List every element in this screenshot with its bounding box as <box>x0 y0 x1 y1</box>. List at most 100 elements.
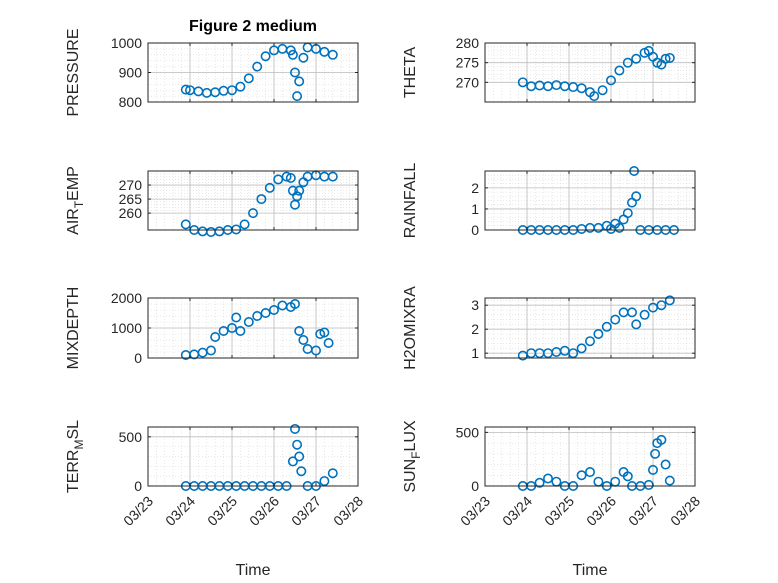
x-tick-label: 03/27 <box>625 493 661 529</box>
y-tick-label: 1000 <box>111 320 142 336</box>
data-point <box>610 314 621 325</box>
y-tick-label: 2 <box>471 180 479 196</box>
data-point <box>639 309 650 320</box>
data-point <box>631 319 642 330</box>
data-point <box>601 321 612 332</box>
data-point <box>584 336 595 347</box>
y-axis-label: AIRTEMP <box>65 166 86 235</box>
data-point <box>319 476 330 487</box>
y-axis-label-main: TERR <box>65 450 82 494</box>
y-axis-label: THETA <box>402 47 419 99</box>
y-axis-label: SUNFLUX <box>402 420 423 493</box>
y-tick-label: 1000 <box>111 35 142 51</box>
data-point <box>319 171 330 182</box>
data-point <box>180 219 191 230</box>
data-point <box>605 75 616 86</box>
data-point <box>576 83 587 94</box>
data-point <box>243 316 254 327</box>
data-point <box>287 456 298 467</box>
data-point <box>631 53 642 64</box>
y-tick-label: 270 <box>119 177 143 193</box>
data-point <box>298 334 309 345</box>
data-point <box>292 439 303 450</box>
data-point <box>235 81 246 92</box>
data-point <box>260 51 271 62</box>
panel-sunflux: 0 500 SUNFLUX 03/23 03/24 03/25 03/26 03/27 03/2… <box>402 420 703 579</box>
data-point <box>227 85 238 96</box>
x-tick-label: 03/26 <box>246 493 282 529</box>
y-tick-label: 275 <box>456 55 480 71</box>
data-point <box>551 346 562 357</box>
data-point <box>664 475 675 486</box>
data-point <box>622 471 633 482</box>
y-axis-label: RAINFALL <box>402 163 419 239</box>
data-point <box>298 52 309 63</box>
y-axis-label-sub: M <box>72 440 86 450</box>
y-axis-label-sub: F <box>409 452 423 459</box>
y-tick-label: 2000 <box>111 290 142 306</box>
data-point <box>273 174 284 185</box>
y-axis-label-main: RAINFALL <box>402 163 419 239</box>
axes-box <box>484 170 696 231</box>
data-point <box>218 85 229 96</box>
data-point <box>292 91 303 102</box>
panel-theta: 270 275 280 THETA <box>402 35 696 103</box>
data-point <box>622 57 633 68</box>
data-point <box>656 434 667 445</box>
data-point <box>260 307 271 318</box>
data-point <box>664 52 675 63</box>
data-point <box>647 464 658 475</box>
data-point <box>327 171 338 182</box>
x-tick-label: 03/24 <box>162 493 198 529</box>
data-point <box>235 325 246 336</box>
data-point <box>206 345 217 356</box>
data-point <box>559 81 570 92</box>
data-point <box>656 300 667 311</box>
y-tick-label: 3 <box>471 297 479 313</box>
axes-box <box>147 426 359 487</box>
y-axis-label-main: THETA <box>402 47 419 99</box>
axes-box <box>484 297 696 359</box>
data-point <box>517 77 528 88</box>
data-point <box>589 91 600 102</box>
y-tick-label: 0 <box>134 350 142 366</box>
data-point <box>294 76 305 87</box>
y-tick-label: 500 <box>119 429 143 445</box>
data-point <box>614 222 625 233</box>
data-point <box>584 222 595 233</box>
panel-h2omixra: 1 2 3 H2OMIXRA <box>402 286 696 370</box>
y-tick-label: 500 <box>456 424 480 440</box>
data-point <box>296 466 307 477</box>
data-point <box>576 470 587 481</box>
data-point <box>201 87 212 98</box>
data-point <box>248 208 259 219</box>
data-point <box>252 61 263 72</box>
data-point <box>302 42 313 53</box>
data-point <box>197 347 208 358</box>
data-point <box>643 479 654 490</box>
y-axis-label-main: SUN <box>402 459 419 493</box>
data-point <box>218 325 229 336</box>
data-point <box>231 224 242 235</box>
x-axis-label: Time <box>236 562 271 579</box>
x-tick-label: 03/25 <box>204 493 240 529</box>
x-axis-label: Time <box>573 562 608 579</box>
data-point <box>268 304 279 315</box>
data-point <box>327 49 338 60</box>
y-tick-label: 0 <box>471 222 479 238</box>
data-point <box>568 82 579 93</box>
data-point <box>243 73 254 84</box>
data-point <box>210 87 221 98</box>
data-point <box>227 322 238 333</box>
x-tick-label: 03/27 <box>288 493 324 529</box>
data-point <box>517 350 528 361</box>
x-tick-label: 03/23 <box>457 493 493 529</box>
y-tick-label: 265 <box>119 191 143 207</box>
panel-terrmsl: 0 500 TERRMSL 03/23 03/24 03/25 03/26 03/27 03/2… <box>65 420 366 579</box>
data-point <box>292 191 303 202</box>
data-point <box>618 307 629 318</box>
y-axis-label: MIXDEPTH <box>65 287 82 370</box>
chart-title: Figure 2 medium <box>189 18 317 35</box>
x-tick-label: 03/23 <box>120 493 156 529</box>
